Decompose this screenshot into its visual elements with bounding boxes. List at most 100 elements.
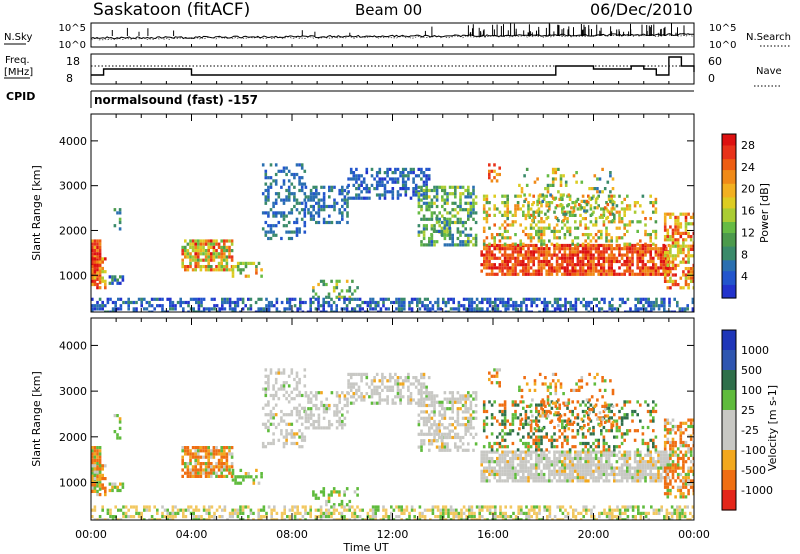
data-cell	[498, 469, 502, 473]
data-cell	[341, 419, 344, 424]
power-ytick-label: 1000	[59, 269, 87, 282]
data-cell	[360, 379, 363, 383]
data-cell	[364, 300, 367, 305]
data-cell	[615, 259, 619, 264]
data-cell	[200, 297, 203, 301]
data-cell	[181, 458, 184, 462]
data-cell	[574, 220, 577, 224]
data-cell	[191, 474, 195, 478]
data-cell	[559, 196, 563, 200]
data-cell	[548, 272, 551, 276]
data-cell	[613, 259, 616, 264]
data-cell	[514, 466, 517, 470]
data-cell	[264, 182, 268, 186]
data-cell	[563, 272, 567, 276]
data-cell	[425, 227, 428, 231]
data-cell	[422, 243, 426, 247]
data-cell	[503, 229, 507, 233]
data-cell	[554, 167, 558, 171]
data-cell	[127, 300, 130, 305]
data-cell	[546, 304, 549, 308]
data-cell	[516, 243, 520, 248]
data-cell	[692, 241, 694, 245]
data-cell	[605, 256, 608, 260]
data-cell	[443, 224, 447, 228]
data-cell	[623, 233, 626, 237]
data-cell	[217, 458, 221, 462]
data-cell	[501, 456, 504, 461]
data-cell	[679, 212, 683, 216]
data-cell	[496, 456, 499, 461]
data-cell	[194, 265, 197, 269]
data-cell	[207, 471, 210, 475]
data-cell	[181, 261, 184, 265]
data-cell	[442, 297, 445, 301]
nsky-label: N.Sky	[4, 32, 32, 43]
data-cell	[417, 211, 421, 215]
data-cell	[548, 469, 551, 473]
data-cell	[277, 397, 281, 401]
data-cell	[383, 187, 387, 191]
data-cell	[407, 174, 410, 178]
data-cell	[540, 400, 543, 404]
data-cell	[104, 257, 107, 261]
data-cell	[571, 456, 574, 461]
data-cell	[282, 201, 286, 205]
data-cell	[574, 300, 578, 305]
data-cell	[679, 231, 683, 235]
data-cell	[417, 392, 421, 396]
data-cell	[689, 267, 693, 271]
data-cell	[594, 450, 598, 454]
data-cell	[320, 185, 323, 189]
data-cell	[529, 250, 533, 254]
data-cell	[548, 226, 551, 230]
data-cell	[691, 310, 694, 312]
data-cell	[574, 469, 577, 473]
power-colorbar-band	[722, 232, 736, 236]
data-cell	[574, 435, 577, 439]
data-cell	[261, 192, 265, 196]
data-cell	[603, 187, 607, 191]
data-cell	[101, 304, 104, 308]
data-cell	[610, 463, 613, 467]
data-cell	[378, 392, 382, 396]
data-cell	[561, 310, 565, 312]
data-cell	[496, 297, 500, 301]
data-cell	[464, 227, 467, 231]
data-cell	[113, 414, 117, 418]
data-cell	[566, 479, 569, 483]
data-cell	[290, 182, 294, 186]
data-cell	[592, 456, 595, 461]
data-cell	[98, 462, 102, 466]
data-cell	[299, 297, 302, 301]
data-cell	[153, 297, 156, 301]
data-cell	[267, 387, 270, 391]
data-cell	[641, 466, 645, 470]
data-cell	[407, 187, 410, 191]
data-cell	[461, 208, 465, 212]
data-cell	[171, 304, 175, 308]
data-cell	[503, 204, 507, 208]
data-cell	[553, 469, 556, 473]
data-cell	[628, 453, 632, 457]
data-cell	[353, 310, 357, 312]
data-cell	[568, 259, 572, 264]
data-cell	[550, 472, 554, 477]
data-cell	[561, 469, 564, 473]
data-cell	[223, 255, 226, 259]
data-cell	[298, 230, 301, 234]
data-cell	[362, 187, 366, 191]
power-colorbar-band	[722, 185, 736, 190]
data-cell	[519, 479, 522, 483]
data-cell	[537, 463, 541, 467]
data-cell	[682, 212, 685, 216]
data-cell	[332, 300, 336, 305]
data-cell	[441, 423, 444, 427]
data-cell	[649, 217, 652, 221]
data-cell	[98, 255, 102, 259]
data-cell	[247, 307, 250, 311]
data-cell	[91, 489, 94, 493]
data-cell	[280, 409, 283, 414]
data-cell	[654, 229, 658, 233]
data-cell	[596, 196, 599, 200]
